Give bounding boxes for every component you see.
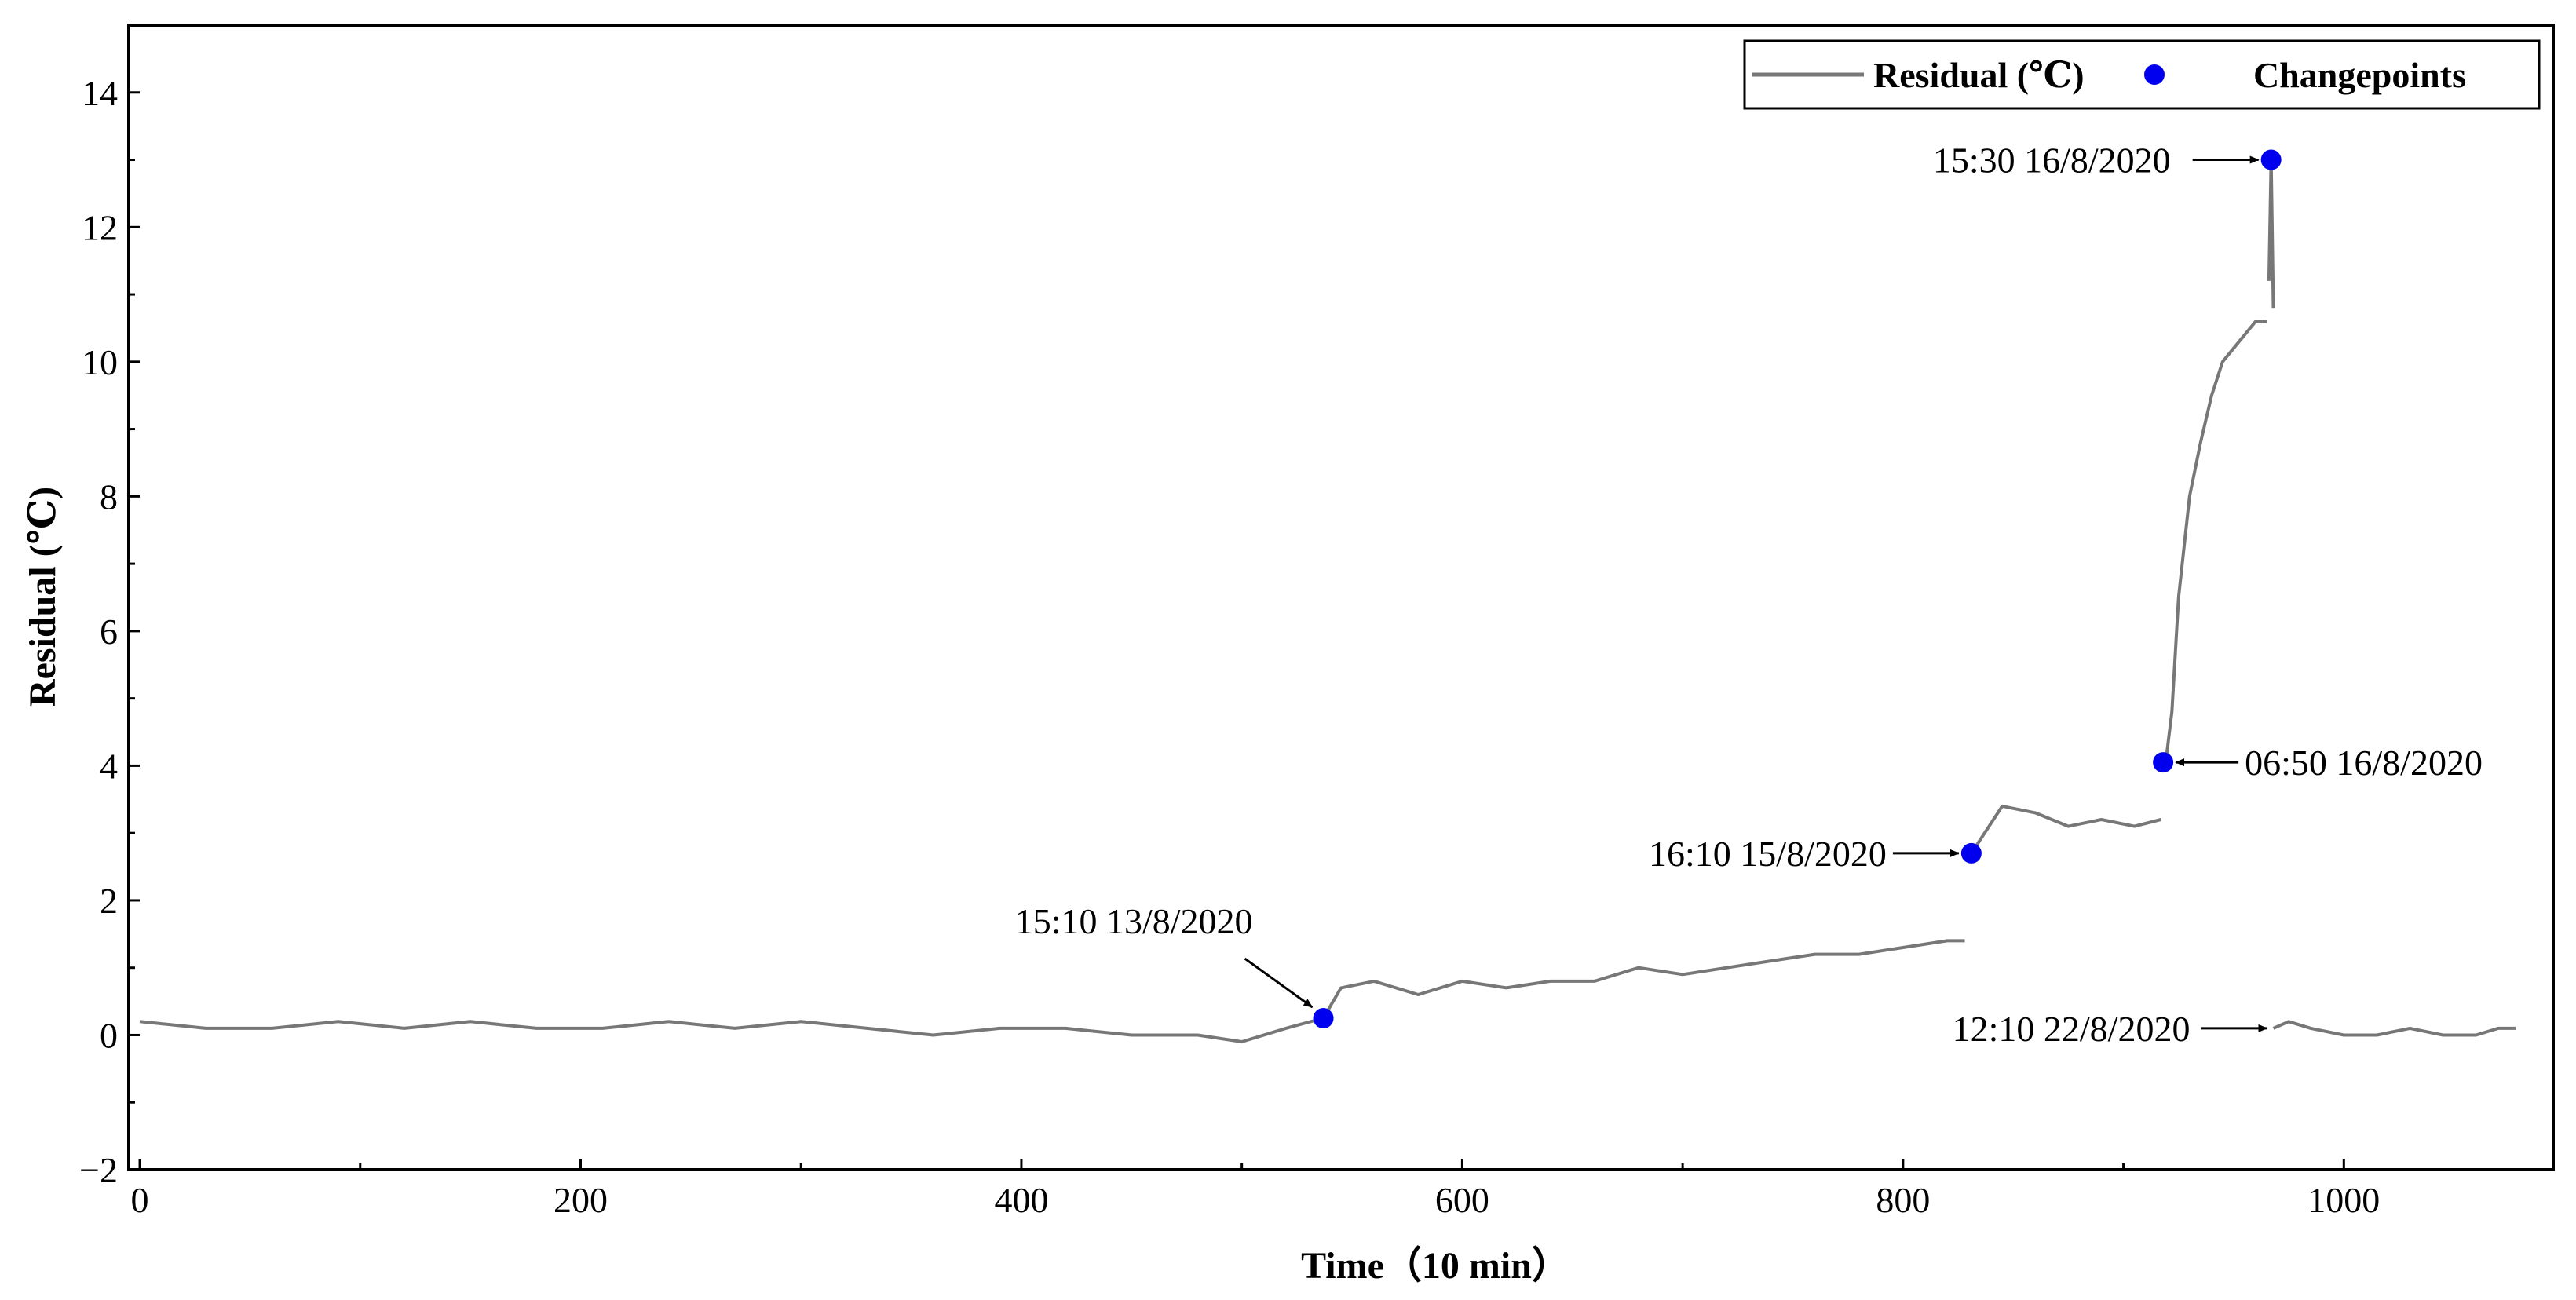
y-axis-ticks: −2 0 2 4 6 8 10 12 14 (79, 73, 140, 1190)
legend-dot-swatch (2144, 64, 2165, 85)
x-tick-label: 0 (131, 1180, 149, 1220)
annotation-label: 15:30 16/8/2020 (1933, 141, 2171, 181)
x-tick-label: 800 (1876, 1180, 1930, 1220)
y-tick-label: 12 (82, 207, 118, 247)
x-axis-title: Time（10 min） (1301, 1245, 1569, 1287)
changepoint-marker (2260, 149, 2282, 170)
y-tick-label: 10 (82, 342, 118, 382)
annotation-label: 12:10 22/8/2020 (1953, 1009, 2191, 1049)
changepoint-marker (1960, 842, 1982, 864)
changepoint-marker (1313, 1008, 1334, 1029)
annotation-label: 15:10 13/8/2020 (1015, 901, 1253, 941)
changepoints-series (1313, 149, 2282, 1029)
x-tick-label: 400 (994, 1180, 1048, 1220)
changepoint-marker (2153, 752, 2174, 773)
residual-line-segment (1321, 939, 1965, 1020)
annotation-arrows (1244, 155, 2268, 1032)
y-tick-label: 4 (100, 746, 118, 786)
residual-line-segment (139, 1017, 1325, 1043)
annotation-label: 06:50 16/8/2020 (2245, 743, 2483, 783)
residual-line-segment (2163, 320, 2267, 766)
annotation-label: 16:10 15/8/2020 (1649, 834, 1887, 874)
y-tick-label: 6 (100, 612, 118, 652)
x-tick-label: 600 (1435, 1180, 1489, 1220)
legend-box (1743, 39, 2541, 110)
x-tick-label: 1000 (2307, 1180, 2380, 1220)
y-tick-label: 0 (100, 1015, 118, 1055)
y-tick-label: 8 (100, 477, 118, 517)
annotation-labels: 15:10 13/8/2020 16:10 15/8/2020 06:50 16/8… (1015, 141, 2483, 1049)
residual-line-segment (2272, 1020, 2516, 1037)
legend-label-changepoints: Changepoints (2253, 55, 2466, 95)
residual-line-segment (2269, 159, 2275, 309)
residual-series (139, 159, 2516, 1043)
legend: Residual (℃) Changepoints (1743, 39, 2541, 110)
y-tick-label: 14 (82, 73, 118, 113)
x-tick-label: 200 (554, 1180, 608, 1220)
residual-line-segment (1970, 804, 2161, 854)
y-tick-label: 2 (100, 881, 118, 921)
legend-label-residual: Residual (℃) (1873, 55, 2085, 95)
plot-frame (127, 24, 2555, 1171)
x-axis-ticks: 0 200 400 600 800 1000 (131, 1159, 2380, 1220)
y-axis-title: Residual (℃) (22, 487, 64, 707)
y-tick-label: −2 (79, 1150, 118, 1190)
annotation-arrow (1244, 957, 1314, 1009)
